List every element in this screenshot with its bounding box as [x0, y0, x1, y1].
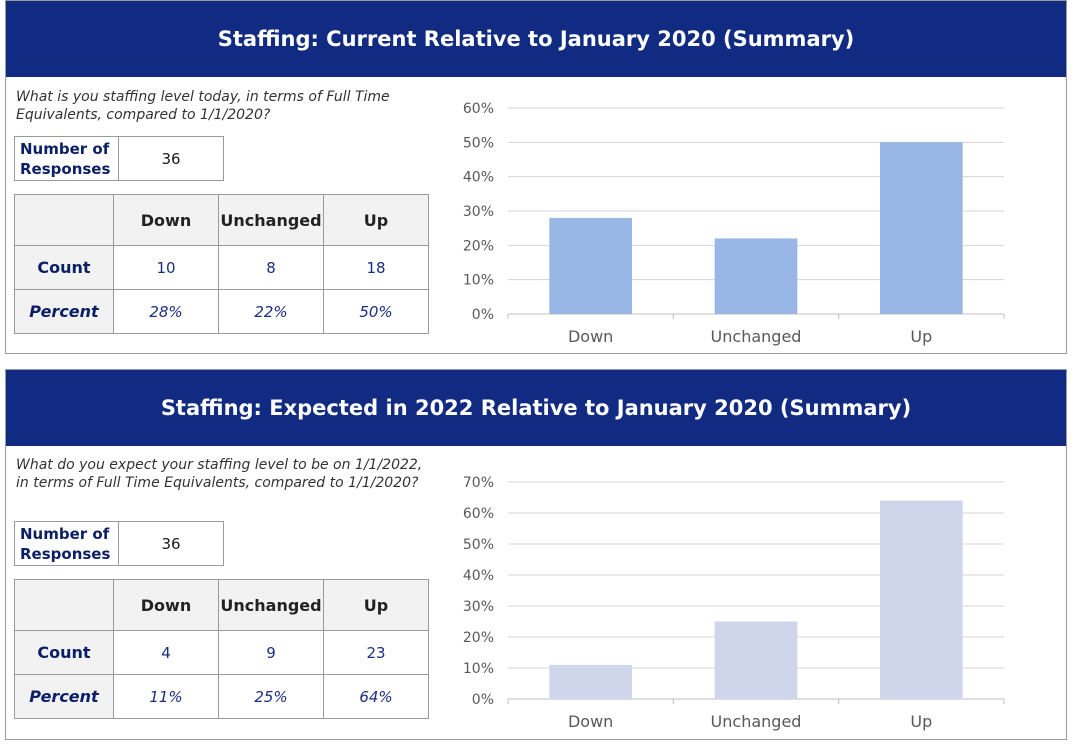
x-tick-label: Down	[568, 327, 613, 346]
bar-up	[880, 142, 963, 314]
percent-up: 64%	[323, 674, 429, 719]
x-tick-label: Unchanged	[711, 712, 802, 731]
y-tick-label: 60%	[463, 101, 494, 117]
count-down: 4	[113, 630, 219, 675]
y-tick-label: 10%	[463, 661, 494, 677]
percent-up: 50%	[323, 289, 429, 334]
bar-down	[549, 217, 632, 314]
corner-cell	[14, 194, 114, 246]
y-tick-label: 20%	[463, 238, 494, 254]
responses-value: 36	[118, 521, 224, 566]
y-tick-label: 60%	[463, 506, 494, 522]
section-title: Staffing: Expected in 2022 Relative to J…	[6, 370, 1066, 446]
header-down: Down	[113, 579, 219, 631]
responses-label: Number of Responses	[14, 521, 119, 566]
section-title: Staffing: Current Relative to January 20…	[6, 1, 1066, 77]
percent-down: 28%	[113, 289, 219, 334]
x-tick-label: Up	[910, 712, 932, 731]
header-unchanged: Unchanged	[218, 579, 324, 631]
y-tick-label: 10%	[463, 273, 494, 289]
percent-label: Percent	[14, 674, 114, 719]
summary-table: Down Unchanged Up Count 10 8 18 Percent …	[14, 194, 429, 334]
count-down: 10	[113, 245, 219, 290]
bar-up	[880, 500, 963, 699]
y-tick-label: 50%	[463, 537, 494, 553]
summary-table: Down Unchanged Up Count 4 9 23 Percent 1…	[14, 579, 429, 719]
bar-chart-expected: 0% 10% 20% 30% 40% 50% 60% 70% Down Unchanged Up	[463, 475, 1005, 731]
count-label: Count	[14, 245, 114, 290]
header-up: Up	[323, 579, 429, 631]
bar-unchanged	[714, 621, 798, 699]
responses-value: 36	[118, 136, 224, 181]
count-up: 18	[323, 245, 429, 290]
y-tick-label: 20%	[463, 630, 494, 646]
percent-label: Percent	[14, 289, 114, 334]
y-tick-label: 40%	[463, 170, 494, 186]
y-tick-label: 70%	[463, 475, 494, 491]
y-tick-label: 40%	[463, 568, 494, 584]
bar-chart-current: 0% 10% 20% 30% 40% 50% 60% Down Unchanged Up	[463, 101, 1005, 346]
bar-unchanged	[714, 238, 798, 314]
count-unchanged: 8	[218, 245, 324, 290]
responses-table: Number of Responses 36	[14, 521, 224, 566]
percent-down: 11%	[113, 674, 219, 719]
section-current: Staffing: Current Relative to January 20…	[5, 0, 1067, 354]
section-expected: Staffing: Expected in 2022 Relative to J…	[5, 369, 1067, 740]
x-tick-label: Down	[568, 712, 613, 731]
header-up: Up	[323, 194, 429, 246]
responses-table: Number of Responses 36	[14, 136, 224, 181]
header-down: Down	[113, 194, 219, 246]
x-tick-label: Unchanged	[711, 327, 802, 346]
percent-unchanged: 22%	[218, 289, 324, 334]
count-label: Count	[14, 630, 114, 675]
y-tick-label: 30%	[463, 204, 494, 220]
bar-down	[549, 664, 632, 699]
x-tick-label: Up	[910, 327, 932, 346]
y-tick-label: 0%	[472, 307, 494, 323]
responses-label: Number of Responses	[14, 136, 119, 181]
count-unchanged: 9	[218, 630, 324, 675]
header-unchanged: Unchanged	[218, 194, 324, 246]
question-text: What is you staffing level today, in ter…	[16, 89, 390, 123]
percent-unchanged: 25%	[218, 674, 324, 719]
y-tick-label: 50%	[463, 135, 494, 151]
corner-cell	[14, 579, 114, 631]
y-tick-label: 0%	[472, 692, 494, 708]
question-text: What do you expect your staffing level t…	[16, 457, 423, 491]
y-tick-label: 30%	[463, 599, 494, 615]
count-up: 23	[323, 630, 429, 675]
